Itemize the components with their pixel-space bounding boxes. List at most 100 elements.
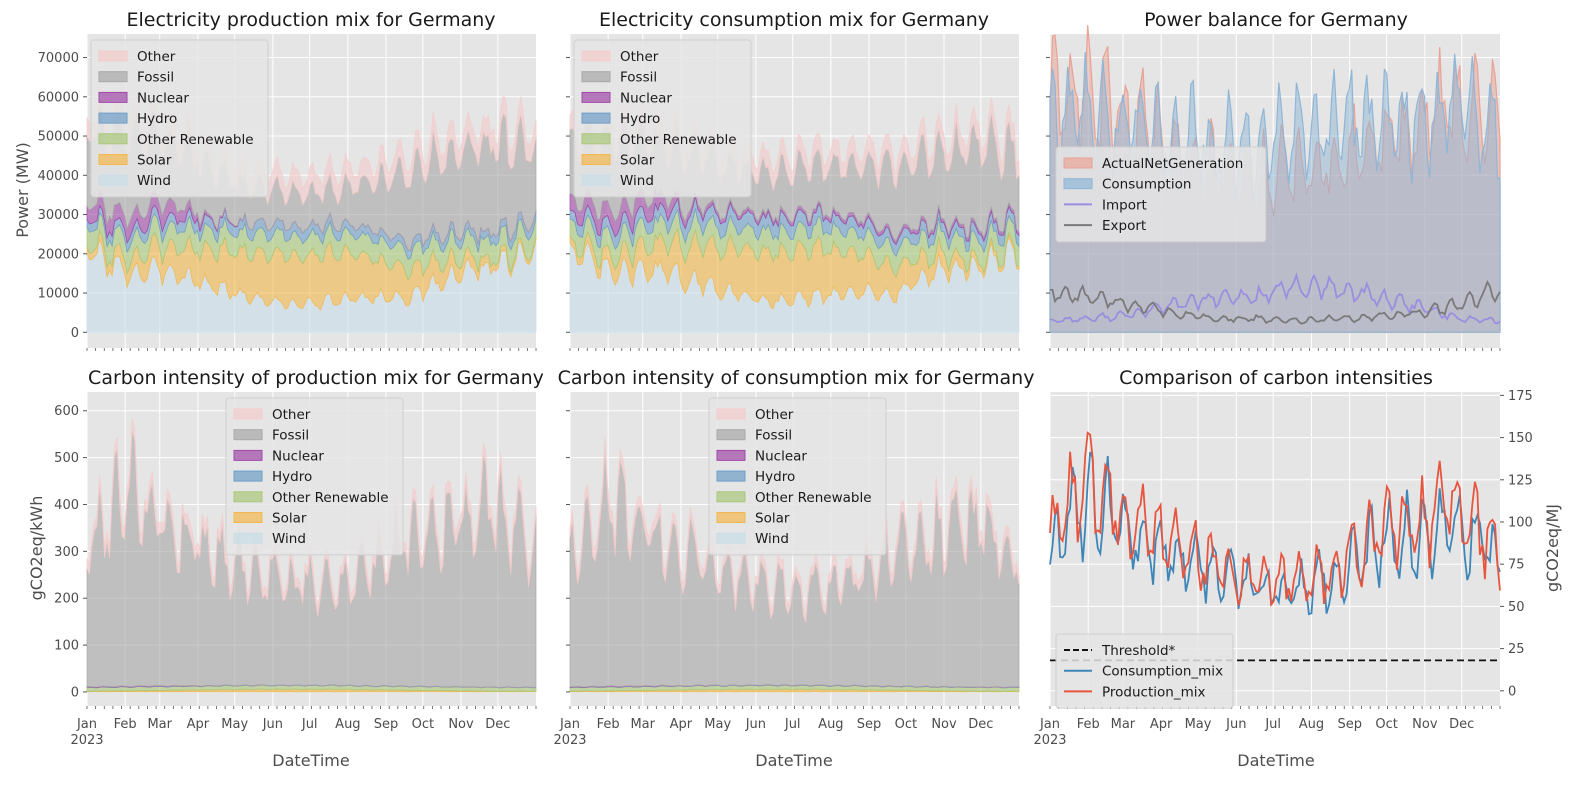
panel-carbon-production: Carbon intensity of production mix for G… <box>54 367 544 748</box>
legend-box <box>90 39 269 198</box>
area-series-other <box>569 437 1020 624</box>
legend-label: Consumption <box>1102 177 1191 193</box>
series-group <box>569 437 1020 693</box>
legend-label: Hydro <box>137 111 177 127</box>
x-tick-label: Sep <box>374 717 399 732</box>
legend-swatch <box>98 112 128 124</box>
x-tick-label: Jan <box>76 717 97 732</box>
legend-swatch <box>716 449 746 461</box>
line-series-export <box>1049 280 1501 325</box>
legend-swatch <box>581 112 611 124</box>
legend-label: Other <box>755 407 794 423</box>
legend-swatch <box>98 154 128 165</box>
legend-swatch <box>98 133 128 145</box>
legend-swatch <box>716 491 746 503</box>
legend-label: Nuclear <box>272 448 324 464</box>
legend-label: Nuclear <box>620 90 672 106</box>
series-group <box>1049 431 1501 662</box>
x-tick-label: May <box>704 717 731 732</box>
y-ticks: 0 25 50 75 100 125 150 175 <box>1500 389 1533 699</box>
plot-area: ActualNetGeneration Consumption Import Expo… <box>1046 25 1501 351</box>
y-ticks <box>566 57 570 333</box>
legend-label: Wind <box>272 531 306 547</box>
y-tick-label: 10000 <box>38 287 79 302</box>
legend-swatch <box>581 174 611 186</box>
legend-swatch <box>98 174 128 186</box>
y-tick-label: 0 <box>1508 684 1516 699</box>
panel-consumption-mix: Electricity consumption mix for Germany … <box>566 9 1020 351</box>
x-tick-label: Aug <box>818 717 843 732</box>
legend-swatch <box>581 133 611 145</box>
y-tick-label: 0 <box>71 326 79 341</box>
x-ticks: Jan Feb Mar Apr May Jun Jul Aug Sep Oct Nov Dec 2023 <box>1033 706 1501 748</box>
legend-swatch <box>716 408 746 420</box>
legend-swatch <box>98 71 128 83</box>
x-tick-label: Jun <box>745 717 766 732</box>
y-ticks: 0 10000 20000 30000 40000 50000 60000 70000 <box>38 51 87 341</box>
x-tick-label: Oct <box>895 717 917 732</box>
legend-label: Other Renewable <box>755 490 872 506</box>
legend-swatch <box>716 429 746 441</box>
legend-label: Solar <box>272 511 307 527</box>
x-year-label: 2023 <box>70 733 103 748</box>
y-tick-label: 50 <box>1508 600 1525 615</box>
y-tick-label: 175 <box>1508 389 1533 404</box>
legend-label: Wind <box>755 531 789 547</box>
x-tick-label: Feb <box>114 717 137 732</box>
line-series-import <box>1049 272 1501 325</box>
x-tick-label: Jun <box>1225 717 1246 732</box>
legend: Other Fossil Nuclear Hydro Other Renewable So… <box>708 397 887 556</box>
panel-title: Electricity production mix for Germany <box>126 9 495 31</box>
legend-label: Other Renewable <box>272 490 389 506</box>
x-tick-label: Dec <box>485 717 510 732</box>
y-tick-label: 200 <box>54 592 79 607</box>
legend-label: Solar <box>620 153 655 169</box>
x-tick-label: Jan <box>1039 717 1060 732</box>
legend-label: Consumption_mix <box>1102 664 1223 680</box>
legend-label: Threshold* <box>1101 643 1176 659</box>
x-ticks <box>86 348 537 351</box>
x-ticks: Jan Feb Mar Apr May Jun Jul Aug Sep Oct Nov Dec 2023 <box>70 706 537 748</box>
legend-swatch <box>233 429 263 441</box>
y-tick-label: 0 <box>71 685 79 700</box>
y-tick-label: 100 <box>1508 515 1533 530</box>
legend-box <box>573 39 752 198</box>
area-series-consumption <box>1049 52 1501 333</box>
x-ticks: Jan Feb Mar Apr May Jun Jul Aug Sep Oct Nov Dec 2023 <box>553 706 1020 748</box>
legend: Threshold* Consumption_mix Production_mix <box>1055 633 1234 709</box>
legend-label: Import <box>1102 197 1147 213</box>
x-tick-label: Jul <box>301 717 318 732</box>
legend-label: ActualNetGeneration <box>1102 156 1243 172</box>
legend-swatch <box>716 470 746 482</box>
legend-label: Fossil <box>272 428 309 444</box>
x-tick-label: Sep <box>1337 717 1362 732</box>
y-ticks: 0 100 200 300 400 500 600 <box>54 404 87 700</box>
panel-power-balance: Power balance for Germany ActualNetGener… <box>1046 9 1501 351</box>
legend-swatch <box>716 532 746 544</box>
x-tick-label: Jun <box>262 717 283 732</box>
panel-title: Carbon intensity of production mix for G… <box>88 367 544 389</box>
y-tick-label: 400 <box>54 498 79 513</box>
legend: Other Fossil Nuclear Hydro Other Renewable So… <box>225 397 404 556</box>
legend-label: Solar <box>755 511 790 527</box>
y-tick-label: 75 <box>1508 558 1525 573</box>
x-year-label: 2023 <box>553 733 586 748</box>
legend: ActualNetGeneration Consumption Import Expo… <box>1055 146 1267 243</box>
legend-box <box>1055 146 1267 243</box>
panel-production-mix: Electricity production mix for Germany 0… <box>38 9 537 351</box>
legend-label: Hydro <box>755 469 795 485</box>
y-axis-label-right: gCO2eq/MJ <box>1543 504 1562 592</box>
legend-label: Export <box>1102 218 1146 234</box>
x-tick-label: Jul <box>784 717 801 732</box>
legend-label: Other <box>620 49 659 65</box>
legend-swatch <box>581 154 611 165</box>
x-tick-label: Apr <box>187 717 210 732</box>
legend-swatch <box>233 512 263 523</box>
y-ticks <box>566 410 570 693</box>
x-tick-label: Nov <box>931 717 957 732</box>
legend-box <box>225 397 404 556</box>
legend: Other Fossil Nuclear Hydro Other Renewable So… <box>573 39 752 198</box>
legend-label: Wind <box>137 173 171 189</box>
legend-box <box>708 397 887 556</box>
